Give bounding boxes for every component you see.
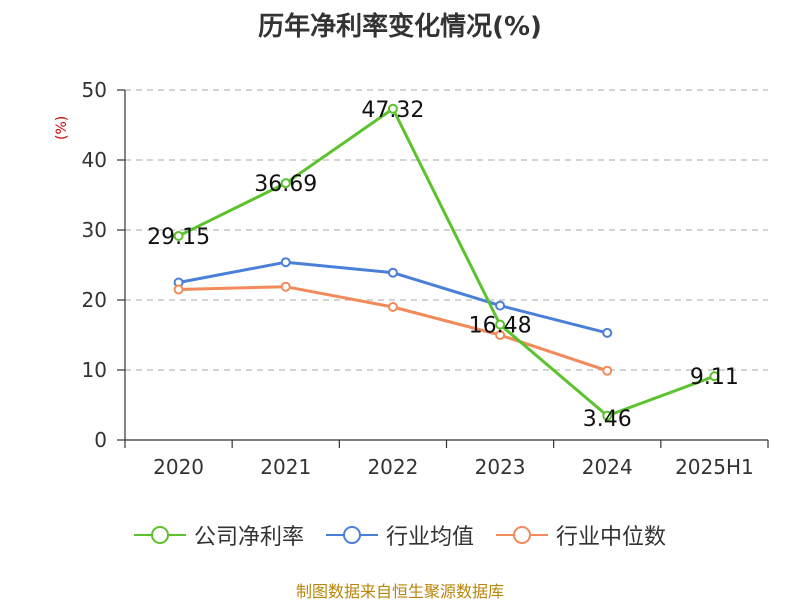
legend-label-industry-median: 行业中位数: [556, 525, 667, 550]
data-point-2: [173, 284, 184, 295]
data-point-2: [387, 302, 398, 312]
data-point-2: [602, 365, 613, 376]
data-point-0: [280, 178, 291, 189]
data-point-0: [709, 371, 720, 382]
series-line-2: [178, 285, 608, 373]
y-tick-label: 10: [82, 358, 107, 382]
data-point-1: [280, 257, 291, 268]
legend-label-industry-mean: 行业均值: [385, 525, 474, 550]
data-label: 9.11: [690, 365, 739, 390]
data-point-1: [495, 300, 506, 311]
x-tick-label: 2025H1: [675, 455, 754, 479]
data-point-2: [495, 330, 506, 340]
series-line-0: [177, 107, 715, 418]
data-label: 29.15: [147, 225, 210, 250]
x-tick-label: 2023: [475, 455, 526, 479]
legend-item-industry-median[interactable]: 行业中位数: [496, 519, 666, 551]
legend: 公司净利率 行业均值 行业中位数: [0, 519, 800, 551]
legend-item-company[interactable]: 公司净利率: [133, 519, 304, 551]
source-note: 制图数据来自恒生聚源数据库: [295, 582, 504, 601]
x-tick-label: 2020: [153, 455, 204, 479]
data-point-1: [387, 267, 398, 278]
data-label: 3.46: [583, 407, 632, 432]
chart-title: 历年净利率变化情况(%): [258, 12, 542, 42]
data-label: 47.32: [361, 98, 424, 123]
data-label: 16.48: [469, 314, 532, 339]
data-point-2: [280, 281, 291, 292]
y-tick-label: 40: [82, 148, 107, 172]
legend-marker-company: [133, 526, 186, 544]
y-tick-label: 30: [82, 218, 107, 242]
x-tick-label: 2021: [260, 455, 311, 479]
data-point-0: [602, 410, 613, 421]
data-label: 36.69: [254, 172, 317, 197]
legend-marker-industry-mean: [325, 526, 378, 544]
legend-item-industry-mean[interactable]: 行业均值: [325, 519, 474, 551]
y-tick-label: 50: [82, 78, 107, 102]
x-tick-label: 2024: [582, 455, 633, 479]
x-tick-label: 2022: [367, 455, 418, 479]
legend-label-company: 公司净利率: [193, 525, 304, 550]
y-tick-label: 0: [94, 428, 107, 452]
y-tick-label: 20: [82, 288, 107, 312]
data-point-0: [495, 319, 506, 330]
data-point-1: [602, 327, 613, 338]
data-point-0: [173, 230, 184, 241]
legend-marker-industry-median: [496, 526, 548, 544]
data-point-0: [387, 103, 398, 114]
